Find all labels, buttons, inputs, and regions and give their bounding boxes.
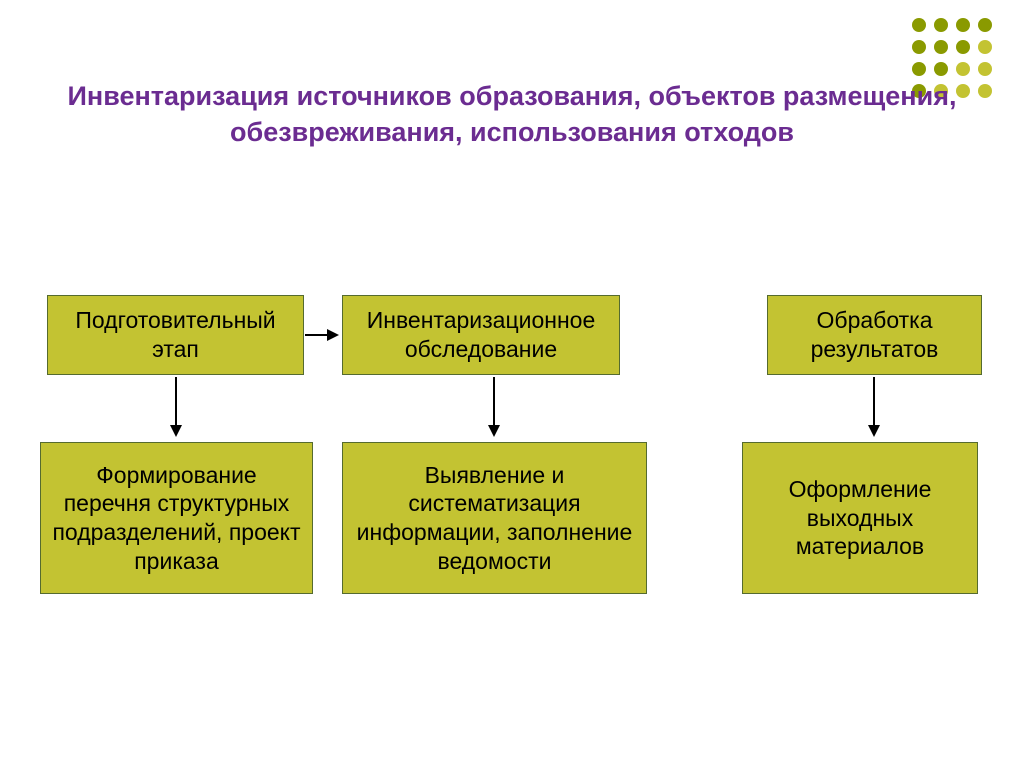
decoration-dot [912, 40, 926, 54]
flowchart-node-results-processing: Обработка результатов [767, 295, 982, 375]
decoration-dot [978, 18, 992, 32]
node-label: Формирование перечня структурных подразд… [51, 461, 302, 576]
decoration-dot [978, 84, 992, 98]
node-label: Выявление и систематизация информации, з… [353, 461, 636, 576]
decoration-dot [912, 18, 926, 32]
node-label: Оформление выходных материалов [753, 475, 967, 561]
decoration-dot [912, 62, 926, 76]
decoration-dot [956, 40, 970, 54]
decoration-dot [934, 18, 948, 32]
arrow-down-icon [873, 377, 875, 435]
flowchart-node-output-materials: Оформление выходных материалов [742, 442, 978, 594]
decoration-dot [978, 40, 992, 54]
arrow-down-icon [175, 377, 177, 435]
flowchart-node-inventory-survey: Инвентаризационное обследование [342, 295, 620, 375]
node-label: Подготовительный этап [58, 306, 293, 364]
decoration-dot [956, 62, 970, 76]
decoration-dot [978, 62, 992, 76]
node-label: Обработка результатов [778, 306, 971, 364]
decoration-dot [956, 18, 970, 32]
decoration-dot [934, 40, 948, 54]
flowchart-node-identification-systematization: Выявление и систематизация информации, з… [342, 442, 647, 594]
arrow-right-icon [305, 334, 337, 336]
flowchart-node-formation-list: Формирование перечня структурных подразд… [40, 442, 313, 594]
node-label: Инвентаризационное обследование [353, 306, 609, 364]
page-title: Инвентаризация источников образования, о… [50, 78, 974, 151]
arrow-down-icon [493, 377, 495, 435]
decoration-dot [934, 62, 948, 76]
flowchart-node-preparatory-stage: Подготовительный этап [47, 295, 304, 375]
title-area: Инвентаризация источников образования, о… [50, 78, 974, 151]
